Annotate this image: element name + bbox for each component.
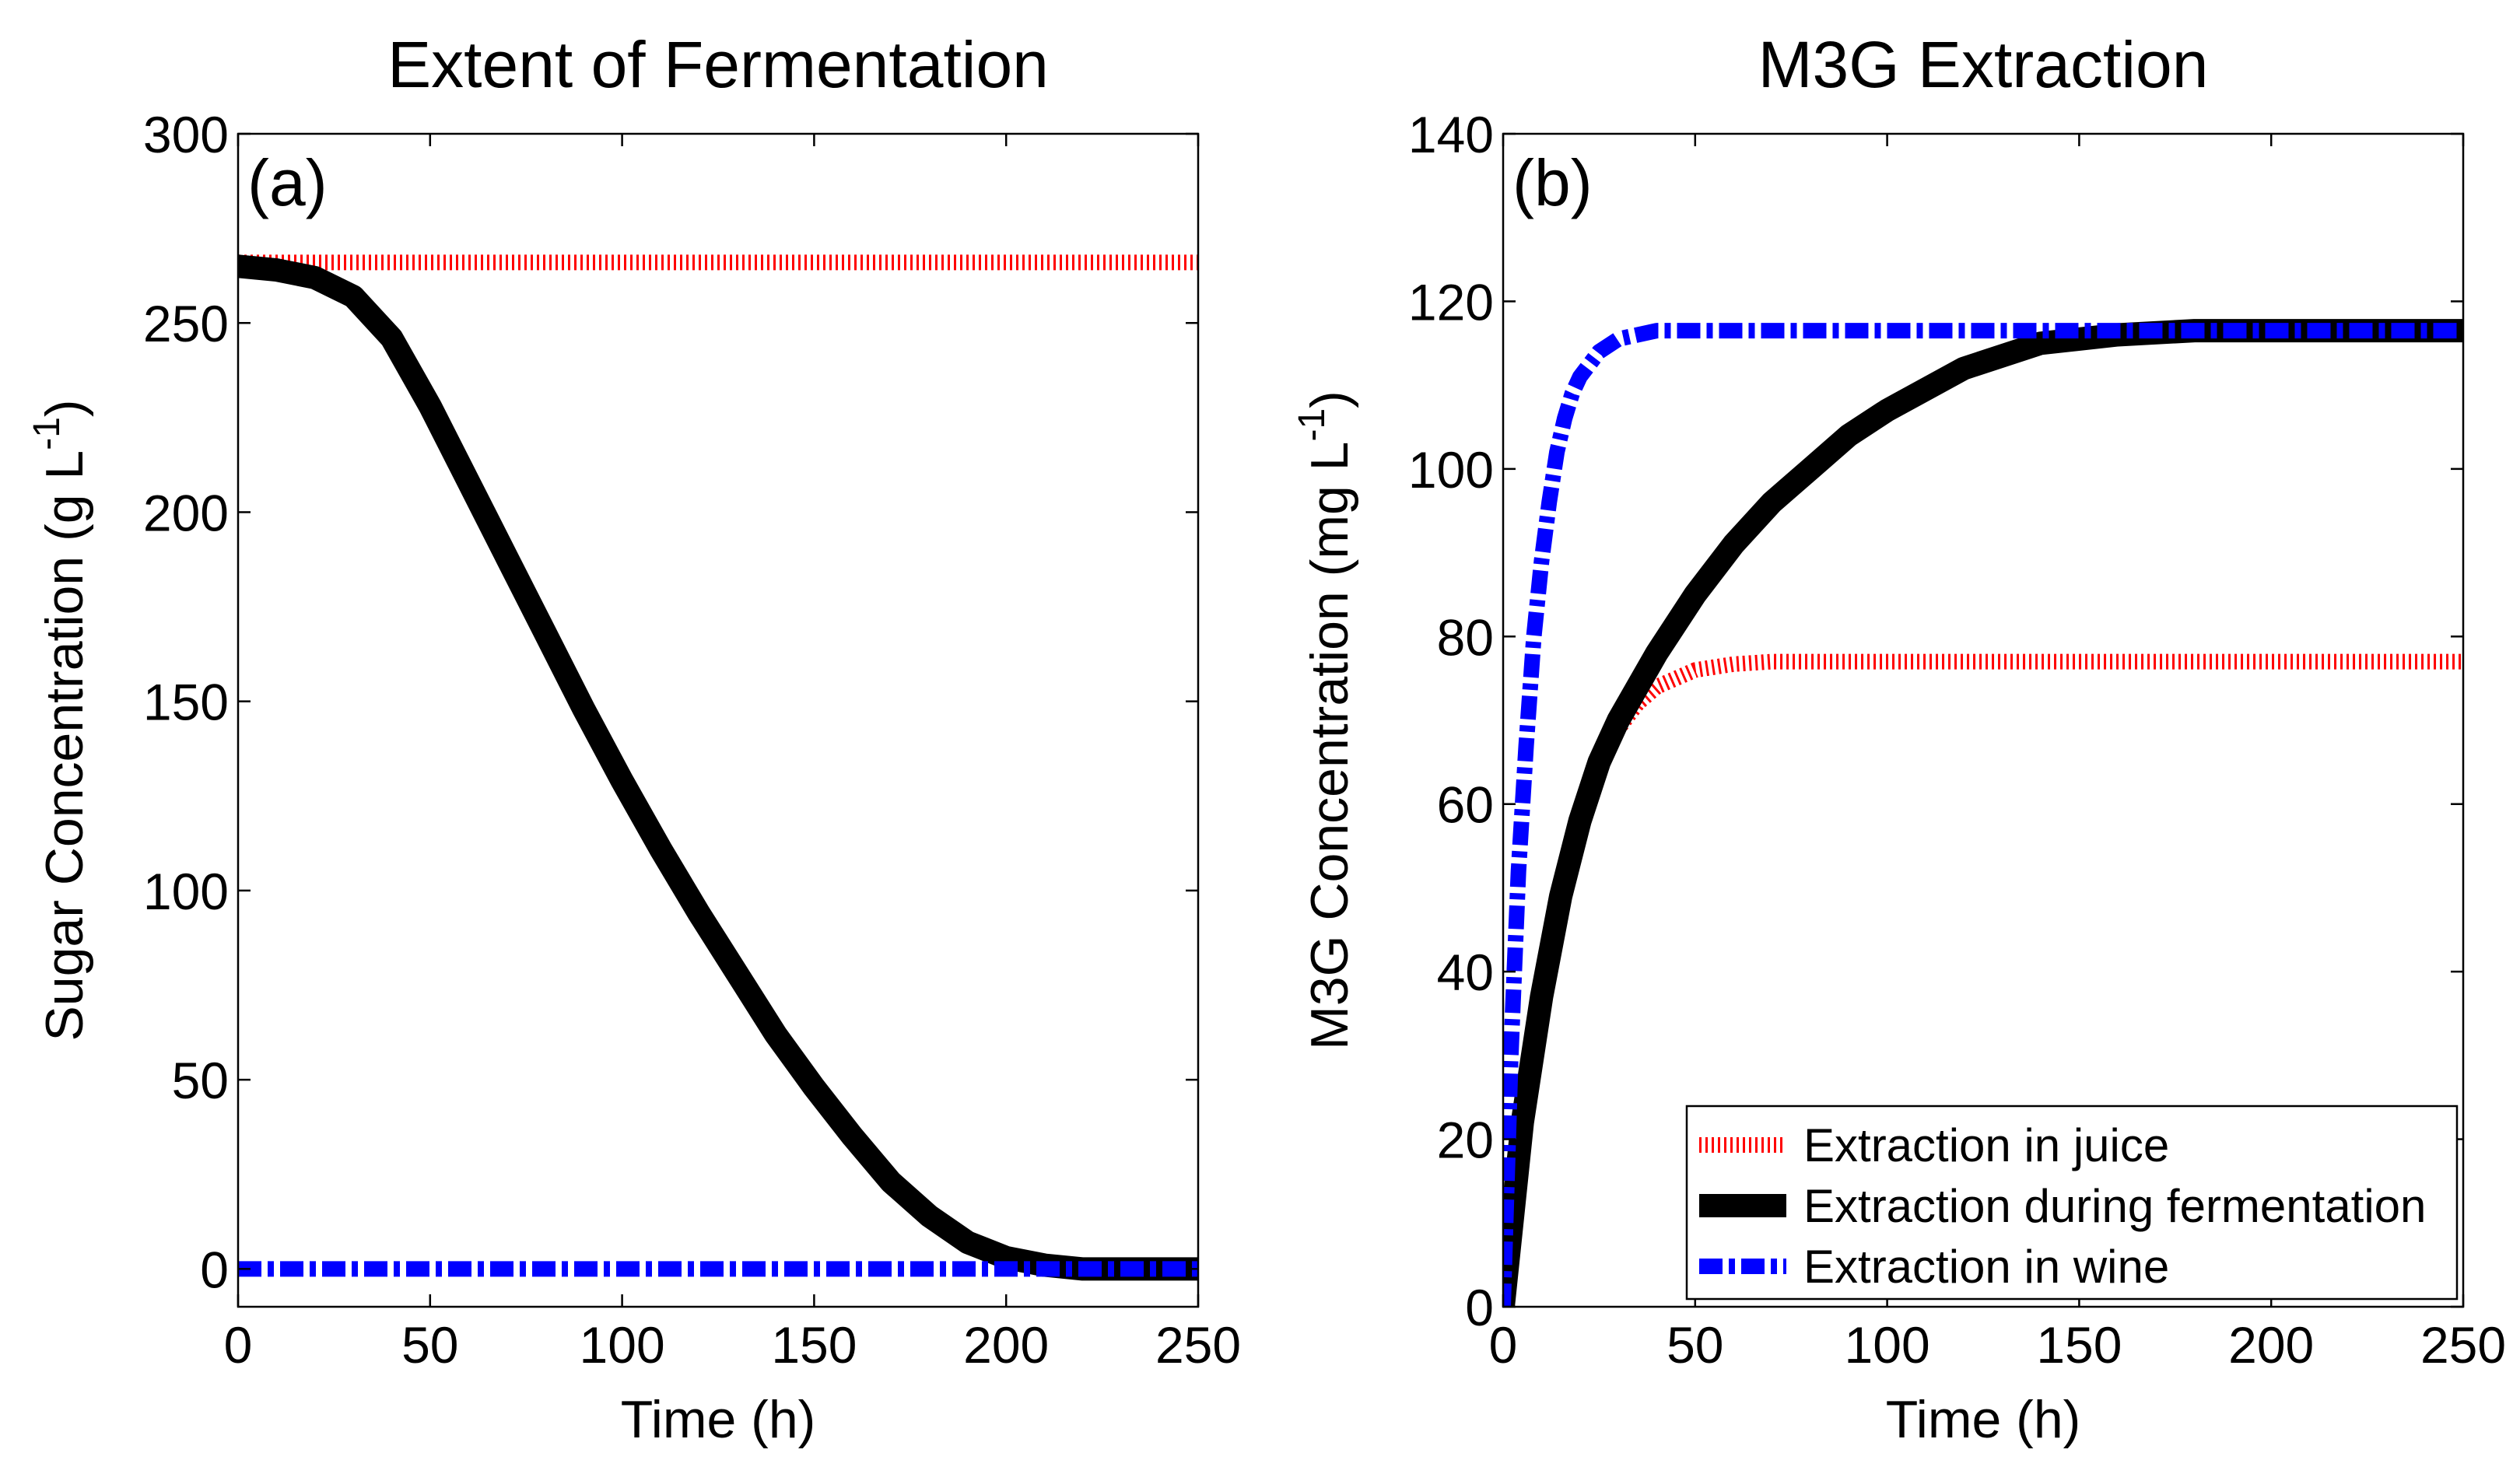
y-tick-label: 250: [143, 295, 229, 352]
series-line-extraction-in-wine: [1503, 323, 2463, 1307]
chart-title: M3G Extraction: [1758, 28, 2209, 101]
y-tick-label: 150: [143, 674, 229, 731]
chart-title: Extent of Fermentation: [387, 28, 1049, 101]
series-line-extraction-during-fermentation: [238, 254, 1198, 1281]
y-tick-label: 200: [143, 484, 229, 541]
x-tick-label: 200: [2228, 1316, 2314, 1374]
x-tick-label: 150: [771, 1316, 857, 1374]
panel-label: (a): [247, 146, 328, 219]
y-axis-label-main: M3G Concentration (mg L: [1300, 442, 1359, 1050]
x-tick-label: 200: [963, 1316, 1049, 1374]
panel-label: (b): [1512, 146, 1593, 219]
legend-box: [1685, 1105, 2459, 1301]
y-axis-label: M3G Concentration (mg L-1): [1292, 390, 1359, 1050]
y-axis-label: Sugar Concentration (g L-1): [26, 399, 94, 1041]
y-tick-label: 120: [1408, 273, 1494, 331]
x-tick-label: 100: [1845, 1316, 1930, 1374]
y-axis-label-close: ): [35, 399, 94, 417]
chart-panel-b: 0 50 100 150 200 250 0 20 40 60 80 100 120 140 M3G Ext…: [1292, 28, 2506, 1449]
plot-frame: [237, 132, 1200, 1308]
series-group: [238, 254, 1198, 1281]
y-tick-label: 300: [143, 106, 229, 163]
legend-label: Extraction in juice: [1803, 1119, 2169, 1171]
legend: Extraction in juice Extraction during fer…: [1685, 1105, 2459, 1301]
legend-label: Extraction in wine: [1803, 1241, 2169, 1293]
chart-panel-a: 0 50 100 150 200 250 0 50 100 150 200 250 300 Extent …: [26, 28, 1241, 1449]
x-axis-label: Time (h): [621, 1390, 816, 1449]
y-tick-label: 100: [143, 863, 229, 920]
y-axis-label-sup: -1: [1292, 408, 1333, 442]
legend-label: Extraction during fermentation: [1803, 1180, 2426, 1232]
x-tick-label: 250: [1155, 1316, 1241, 1374]
y-tick-label: 0: [1465, 1279, 1494, 1336]
y-tick-label: 20: [1437, 1112, 1494, 1169]
y-tick-label: 60: [1437, 776, 1494, 834]
x-tick-label: 50: [1667, 1316, 1723, 1374]
y-axis-label-main: Sugar Concentration (g L: [35, 450, 94, 1042]
x-tick-label: 0: [1489, 1316, 1518, 1374]
x-tick-label: 250: [2420, 1316, 2506, 1374]
y-axis-label-sup: -1: [26, 417, 68, 450]
y-tick-label: 140: [1408, 106, 1494, 163]
y-tick-label: 50: [172, 1052, 229, 1109]
plot-frame: [1502, 132, 2465, 1308]
x-tick-label: 100: [580, 1316, 665, 1374]
x-tick-label: 150: [2036, 1316, 2122, 1374]
x-tick-label: 50: [401, 1316, 458, 1374]
series-group: [1503, 319, 2463, 1307]
y-tick-label: 100: [1408, 441, 1494, 499]
y-tick-label: 0: [200, 1241, 229, 1298]
y-axis-label-close: ): [1300, 390, 1359, 408]
x-tick-label: 0: [224, 1316, 253, 1374]
x-axis-label: Time (h): [1886, 1390, 2081, 1449]
y-tick-label: 40: [1437, 944, 1494, 1001]
y-tick-label: 80: [1437, 608, 1494, 666]
